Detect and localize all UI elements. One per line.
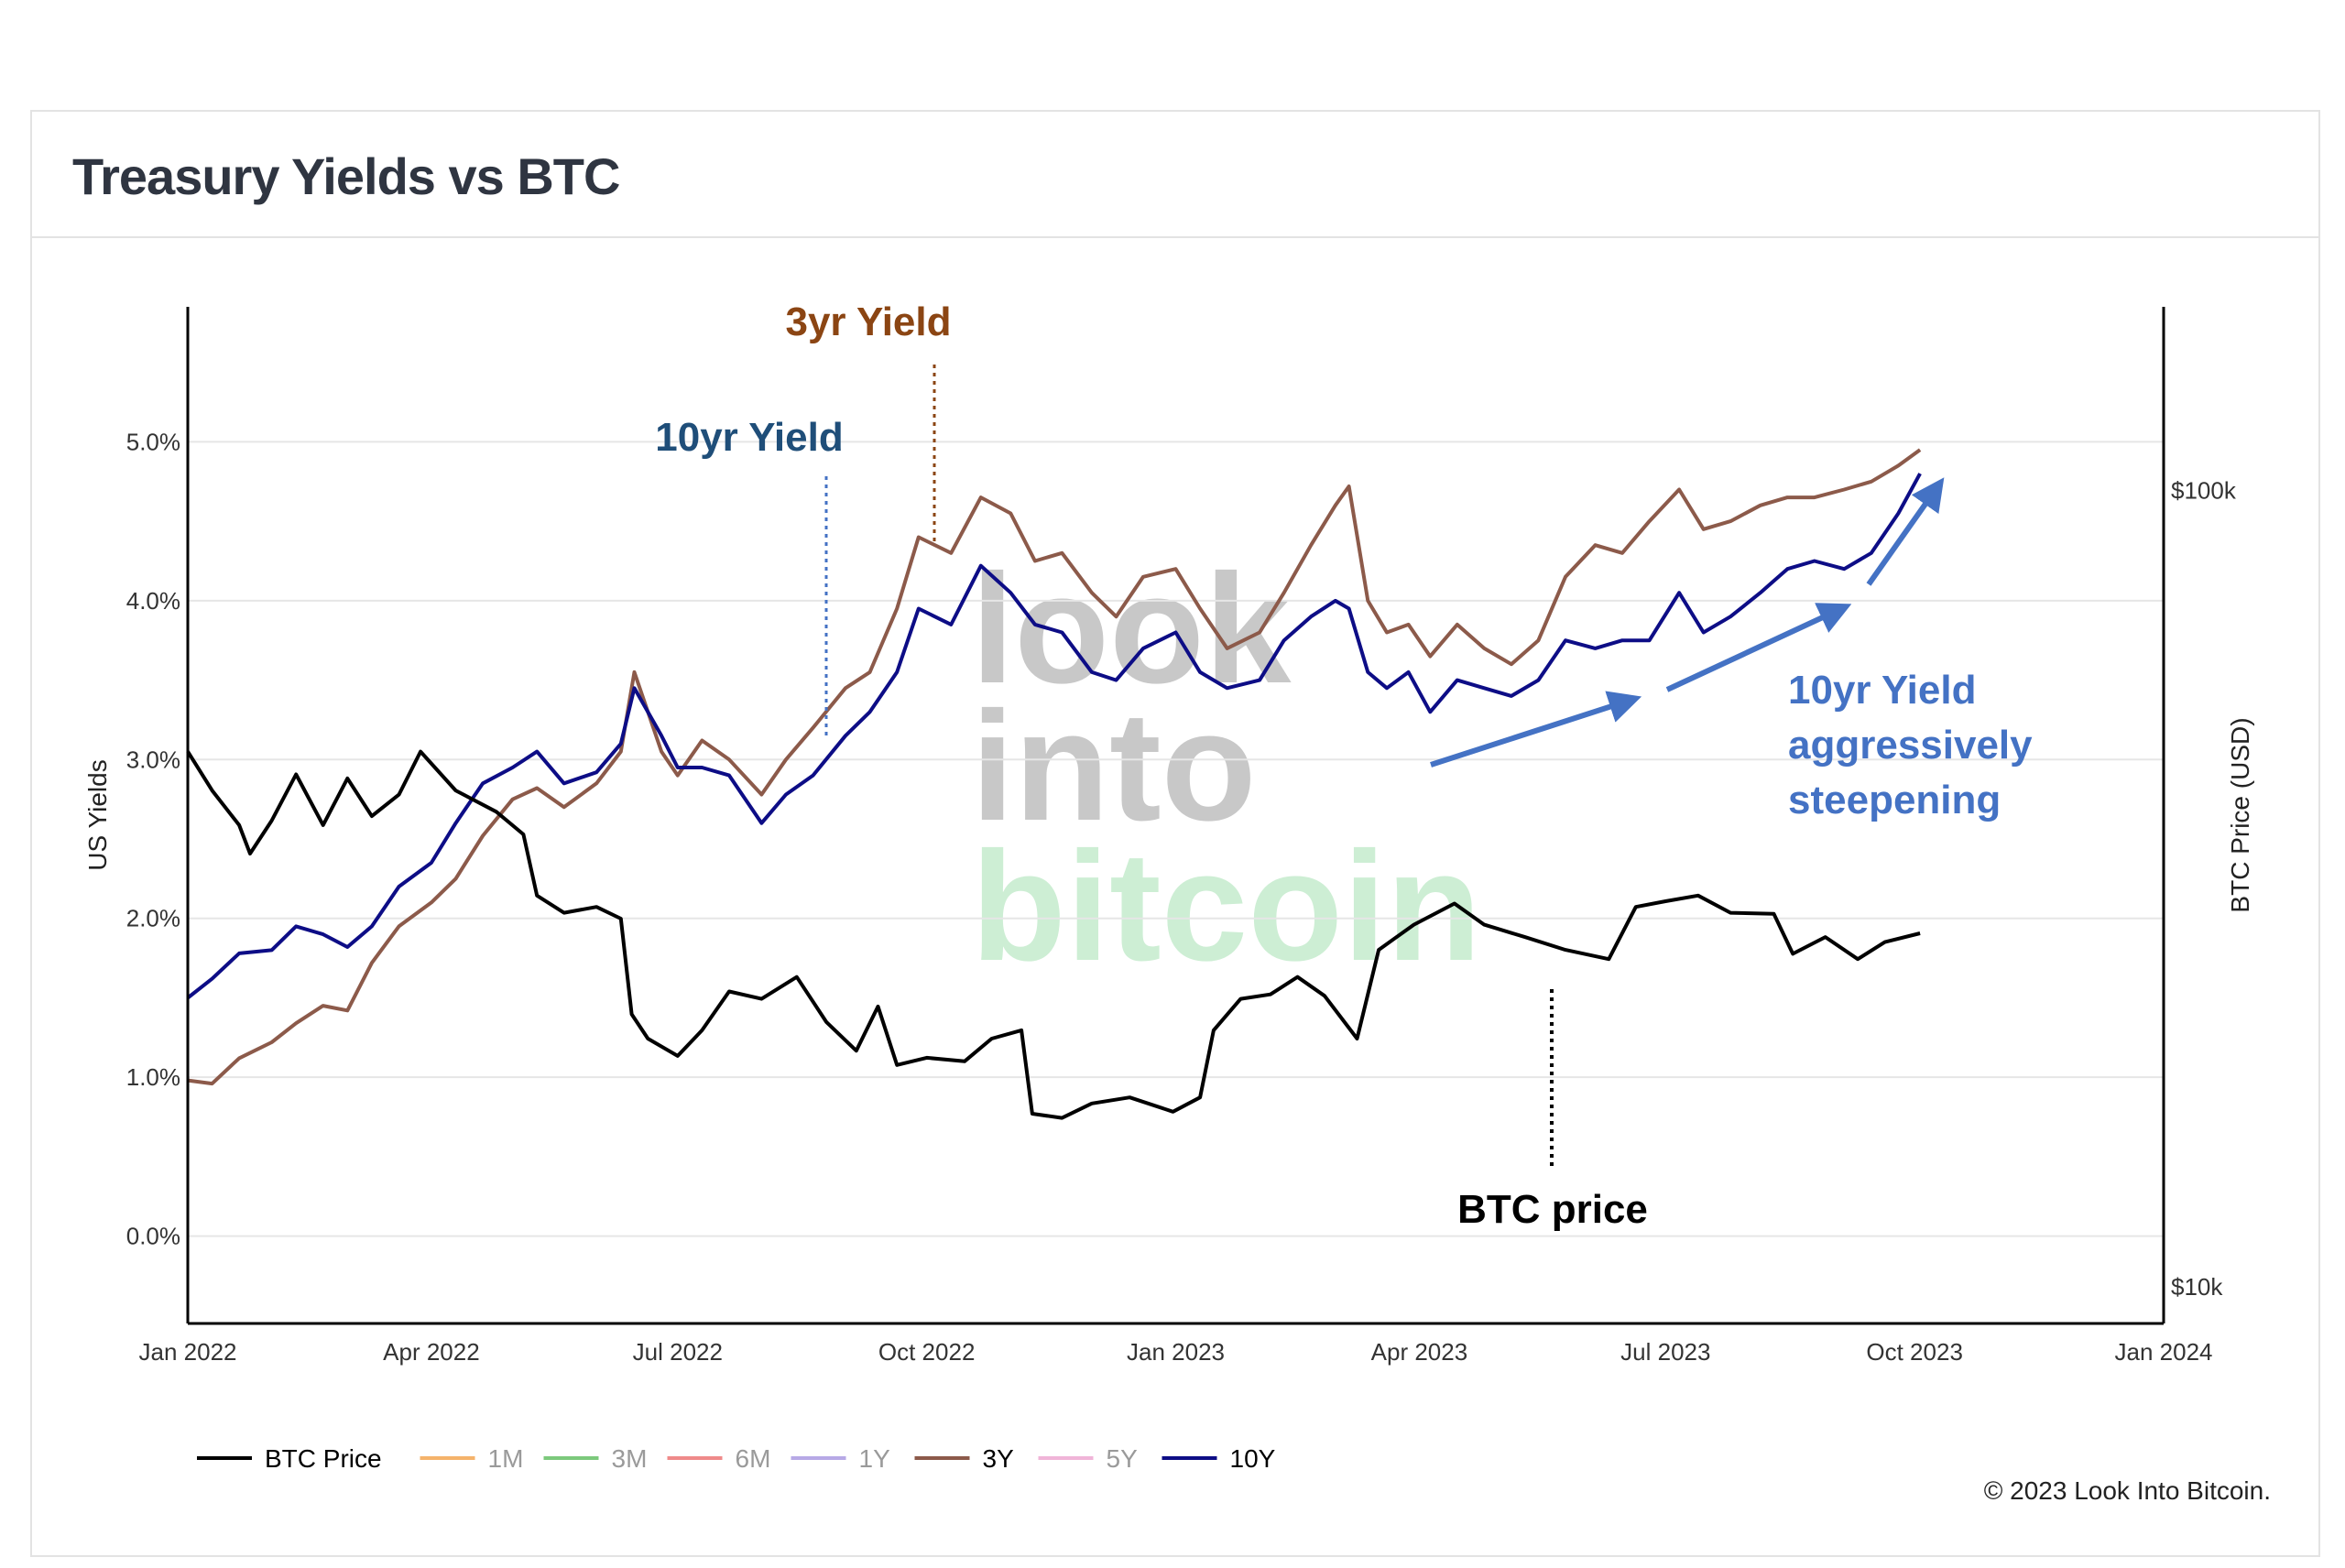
legend-item-y3y[interactable]: 3Y xyxy=(914,1444,1015,1473)
legend-item-y1m[interactable]: 1M xyxy=(420,1444,524,1473)
annotation-steepening-line3: steepening xyxy=(1788,778,2001,822)
page-title: Treasury Yields vs BTC xyxy=(72,147,620,205)
annotation-3yr-yield: 3yr Yield xyxy=(785,299,951,344)
legend[interactable]: BTC Price 1M 3M 6M 1Y 3Y 5Y 10Y xyxy=(197,1444,1276,1473)
gridlines xyxy=(188,441,2164,1237)
y-left-tick-label: 1.0% xyxy=(126,1063,180,1091)
legend-item-y5y[interactable]: 5Y xyxy=(1038,1444,1139,1473)
series-line-btc xyxy=(186,749,1921,1120)
legend-item-y10y[interactable]: 10Y xyxy=(1162,1444,1276,1473)
y-left-tick-label: 5.0% xyxy=(126,428,180,455)
x-tick-label: Apr 2022 xyxy=(383,1338,480,1366)
legend-label-y1y: 1Y xyxy=(859,1444,891,1473)
annotation-steepening-line1: 10yr Yield xyxy=(1788,668,1976,713)
x-tick-label: Oct 2022 xyxy=(878,1338,976,1366)
copyright-text: © 2023 Look Into Bitcoin. xyxy=(1983,1476,2271,1505)
y-left-axis-title: US Yields xyxy=(83,759,112,870)
legend-item-y1y[interactable]: 1Y xyxy=(791,1444,891,1473)
x-tick-label: Jul 2023 xyxy=(1620,1338,1710,1366)
legend-label-y3y: 3Y xyxy=(983,1444,1015,1473)
x-tick-label: Jan 2023 xyxy=(1127,1338,1225,1366)
legend-label-y10y: 10Y xyxy=(1230,1444,1276,1473)
annotation-steepening-line2: aggressively xyxy=(1788,723,2033,768)
x-tick-label: Jan 2022 xyxy=(139,1338,237,1366)
x-tick-label: Jul 2022 xyxy=(633,1338,723,1366)
x-tick-label: Apr 2023 xyxy=(1371,1338,1468,1366)
watermark-word: bitcoin xyxy=(971,820,1481,994)
card-header: Treasury Yields vs BTC xyxy=(32,112,2318,238)
annotation-10yr-yield: 10yr Yield xyxy=(655,415,843,460)
legend-item-y3m[interactable]: 3M xyxy=(543,1444,648,1473)
axes: 5.0% 4.0% 3.0% 2.0% 1.0% 0.0% $100k $10k Jan 202… xyxy=(83,307,2254,1366)
chart-card: Treasury Yields vs BTC © 2023 Look Into … xyxy=(30,110,2320,1557)
trend-arrow xyxy=(1866,477,1945,586)
watermark-word: into xyxy=(971,680,1257,854)
y-left-tick-label: 2.0% xyxy=(126,905,180,932)
y-left-tick-label: 0.0% xyxy=(126,1223,180,1250)
x-tick-label: Oct 2023 xyxy=(1866,1338,1963,1366)
series-layer xyxy=(186,448,1922,1120)
legend-label-btc: BTC Price xyxy=(265,1444,382,1473)
legend-label-y3m: 3M xyxy=(612,1444,648,1473)
legend-item-btc[interactable]: BTC Price xyxy=(197,1444,382,1473)
y-left-tick-label: 3.0% xyxy=(126,746,180,773)
trend-arrow xyxy=(1665,603,1852,692)
annotations: 3yr Yield 10yr Yield 10yr Yield aggressivel… xyxy=(655,299,2033,1232)
series-line-y10y xyxy=(186,473,1922,1000)
legend-item-y6m[interactable]: 6M xyxy=(667,1444,771,1473)
annotation-btc-price: BTC price xyxy=(1457,1187,1648,1232)
series-line-y3y xyxy=(187,448,1922,1086)
y-left-tick-label: 4.0% xyxy=(126,587,180,615)
legend-label-y6m: 6M xyxy=(736,1444,771,1473)
x-tick-label: Jan 2024 xyxy=(2115,1338,2213,1366)
legend-label-y5y: 5Y xyxy=(1107,1444,1139,1473)
y-right-axis-title: BTC Price (USD) xyxy=(2226,717,2254,912)
legend-label-y1m: 1M xyxy=(488,1444,524,1473)
y-right-tick-label: $100k xyxy=(2171,476,2237,504)
trend-arrow xyxy=(1430,691,1642,768)
y-right-tick-label: $10k xyxy=(2171,1273,2223,1301)
